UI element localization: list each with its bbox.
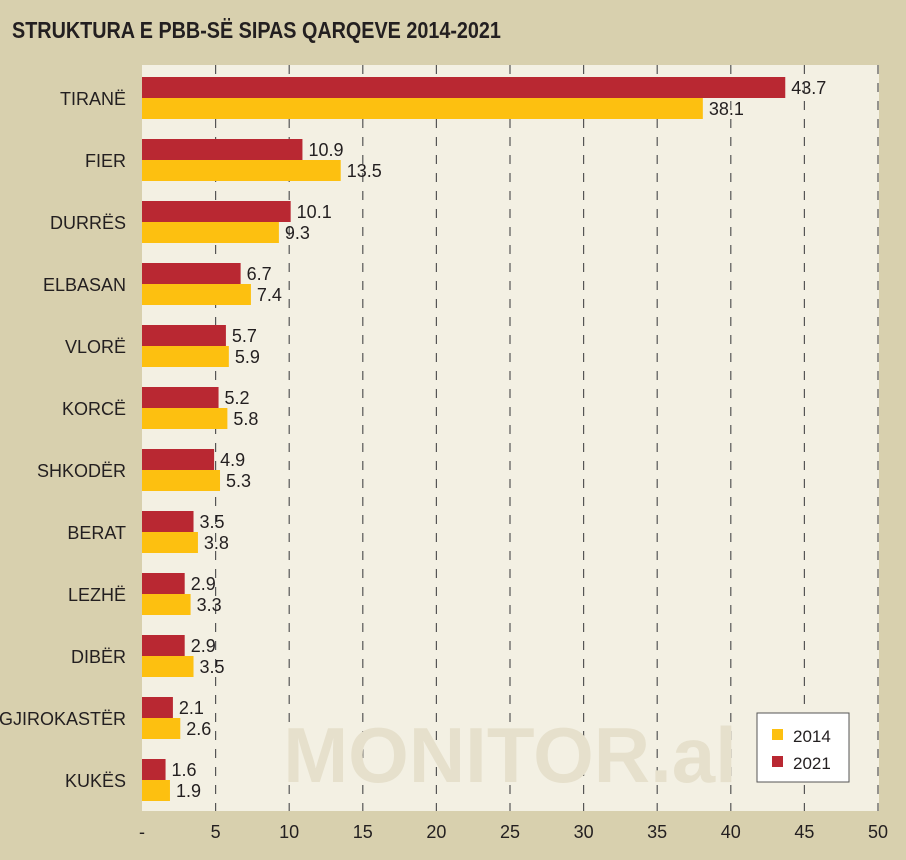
- data-label-2014: 3.8: [204, 533, 229, 553]
- x-tick-label: 20: [426, 822, 446, 842]
- data-label-2014: 3.5: [200, 657, 225, 677]
- x-tick-label: 10: [279, 822, 299, 842]
- data-label-2021: 4.9: [220, 450, 245, 470]
- category-label: GJIROKASTËR: [0, 709, 126, 729]
- x-tick-label: 50: [868, 822, 888, 842]
- bar-2021: [142, 449, 215, 470]
- category-label: KORCË: [62, 399, 126, 419]
- bar-2014: [142, 160, 341, 181]
- data-label-2021: 2.9: [191, 574, 216, 594]
- data-label-2021: 43.7: [791, 78, 826, 98]
- data-label-2021: 2.1: [179, 698, 204, 718]
- bar-2014: [142, 470, 221, 491]
- data-label-2021: 6.7: [247, 264, 272, 284]
- data-label-2014: 5.9: [235, 347, 260, 367]
- data-label-2021: 10.9: [308, 140, 343, 160]
- bar-2021: [142, 201, 291, 222]
- category-label: FIER: [85, 151, 126, 171]
- data-label-2014: 5.3: [226, 471, 251, 491]
- bar-2014: [142, 532, 198, 553]
- bar-2014: [142, 98, 703, 119]
- data-label-2021: 5.2: [225, 388, 250, 408]
- bar-2014: [142, 656, 194, 677]
- legend-box: [756, 712, 850, 783]
- x-tick-label: 35: [647, 822, 667, 842]
- x-tick-label: 30: [574, 822, 594, 842]
- bar-2021: [142, 573, 185, 594]
- category-label: KUKËS: [65, 771, 126, 791]
- data-label-2014: 3.3: [197, 595, 222, 615]
- legend-label-2021: 2021: [793, 754, 831, 773]
- data-label-2021: 10.1: [297, 202, 332, 222]
- x-tick-label: 5: [211, 822, 221, 842]
- bar-2014: [142, 780, 170, 801]
- data-label-2021: 2.9: [191, 636, 216, 656]
- legend-swatch-2014: [772, 729, 783, 740]
- category-label: SHKODËR: [37, 461, 126, 481]
- bar-2021: [142, 387, 219, 408]
- data-label-2014: 9.3: [285, 223, 310, 243]
- x-tick-label: 25: [500, 822, 520, 842]
- bar-2021: [142, 635, 185, 656]
- legend: 2014 2021: [756, 712, 850, 783]
- bar-2021: [142, 697, 173, 718]
- data-label-2014: 38.1: [709, 99, 744, 119]
- data-label-2014: 1.9: [176, 781, 201, 801]
- x-tick-label: 40: [721, 822, 741, 842]
- bar-2014: [142, 222, 279, 243]
- x-tick-label: -: [139, 822, 145, 842]
- category-label: ELBASAN: [43, 275, 126, 295]
- category-label: LEZHË: [68, 585, 126, 605]
- category-label: VLORË: [65, 337, 126, 357]
- data-label-2014: 5.8: [233, 409, 258, 429]
- x-tick-label: 45: [794, 822, 814, 842]
- category-label: DURRËS: [50, 213, 126, 233]
- bar-2021: [142, 139, 303, 160]
- bar-2014: [142, 594, 191, 615]
- plot-area: [142, 65, 879, 811]
- data-label-2014: 7.4: [257, 285, 282, 305]
- x-tick-label: 15: [353, 822, 373, 842]
- data-label-2021: 3.5: [200, 512, 225, 532]
- bar-2014: [142, 284, 251, 305]
- watermark: MONITOR.al: [283, 711, 737, 799]
- bar-2014: [142, 718, 181, 739]
- bar-2021: [142, 77, 786, 98]
- category-label: DIBËR: [71, 647, 126, 667]
- data-label-2021: 1.6: [172, 760, 197, 780]
- chart-title: STRUKTURA E PBB-SË SIPAS QARQEVE 2014-20…: [12, 18, 501, 44]
- bar-2021: [142, 759, 166, 780]
- bar-2021: [142, 325, 226, 346]
- bar-2021: [142, 263, 241, 284]
- data-label-2014: 2.6: [186, 719, 211, 739]
- data-label-2014: 13.5: [347, 161, 382, 181]
- legend-label-2014: 2014: [793, 727, 831, 746]
- bar-2014: [142, 408, 228, 429]
- bar-2014: [142, 346, 229, 367]
- bar-2021: [142, 511, 194, 532]
- data-label-2021: 5.7: [232, 326, 257, 346]
- legend-swatch-2021: [772, 756, 783, 767]
- category-label: TIRANË: [60, 89, 126, 109]
- category-label: BERAT: [67, 523, 126, 543]
